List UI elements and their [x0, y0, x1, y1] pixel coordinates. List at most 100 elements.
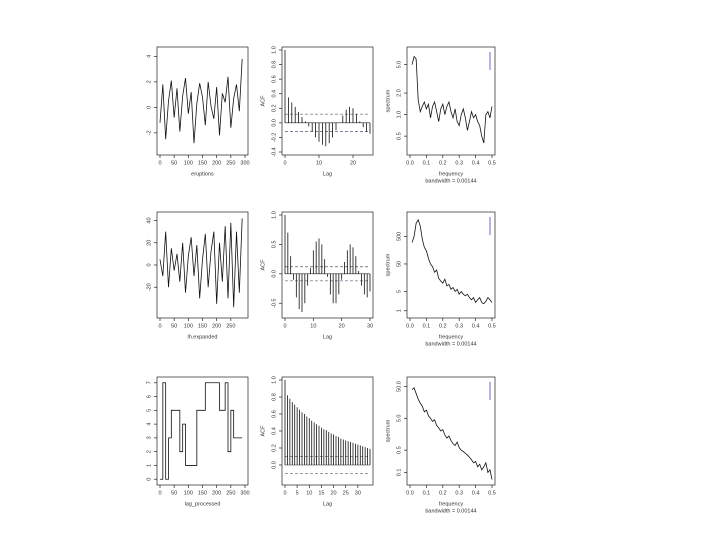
y-tick-label: -0.2: [271, 133, 277, 142]
x-tick-label: 0.4: [472, 160, 480, 166]
x-tick-label: 0: [283, 160, 286, 166]
x-tick-label: 0: [158, 490, 161, 496]
x-tick-label: 0.5: [488, 490, 496, 496]
x-tick-label: 50: [171, 160, 177, 166]
x-axis-label: lag_processed: [185, 501, 221, 507]
x-tick-label: 0.3: [455, 490, 463, 496]
plot-frame: [156, 211, 249, 319]
y-tick-label: 1.0: [271, 46, 277, 54]
y-tick-label: 3: [146, 436, 152, 439]
y-tick-label: -0.4: [271, 147, 277, 156]
y-tick-label: 1.0: [271, 376, 277, 384]
x-tick-label: 200: [212, 160, 221, 166]
y-tick-label: 0.2: [271, 104, 277, 112]
x-tick-label: 100: [184, 490, 193, 496]
y-tick-label: 0: [146, 106, 152, 109]
x-tick-label: 0: [283, 323, 286, 329]
x-tick-label: 0.4: [472, 323, 480, 329]
y-tick-label: 0.2: [271, 444, 277, 452]
y-tick-label: 0.8: [271, 393, 277, 401]
subtitle: bandwidth = 0.00144: [425, 341, 476, 347]
x-tick-label: 100: [184, 323, 193, 329]
y-tick-label: 50.0: [396, 381, 402, 392]
x-axis-label: Lag: [323, 334, 332, 340]
y-axis-label: ACF: [260, 259, 266, 271]
y-tick-label: 0: [146, 478, 152, 481]
x-tick-label: 0.2: [439, 490, 447, 496]
plot-frame: [281, 46, 374, 156]
y-tick-label: 0.5: [396, 132, 402, 140]
y-tick-label: 50: [396, 261, 402, 267]
y-tick-label: 1.0: [271, 211, 277, 219]
x-axis-label: frequency: [439, 334, 463, 340]
y-axis-label: spectrum: [385, 253, 391, 276]
x-tick-label: 0.4: [472, 490, 480, 496]
plot-frame: [281, 376, 374, 486]
y-tick-label: 20: [146, 240, 152, 246]
x-axis-label: frequency: [439, 171, 463, 177]
series-line: [159, 218, 243, 308]
y-axis-label: spectrum: [385, 89, 391, 112]
y-tick-label: 2: [146, 450, 152, 453]
x-tick-label: 0.0: [406, 160, 414, 166]
y-tick-label: 0.6: [271, 75, 277, 83]
x-tick-label: 20: [350, 160, 356, 166]
y-axis-label: ACF: [260, 95, 266, 107]
x-tick-label: 150: [198, 323, 207, 329]
y-tick-label: -20: [146, 283, 152, 291]
y-tick-label: 6: [146, 395, 152, 398]
y-tick-label: 2.0: [396, 89, 402, 97]
plot-frame: [406, 211, 496, 319]
y-tick-label: 0: [146, 263, 152, 266]
x-axis-label: lh.expanded: [188, 334, 218, 340]
x-tick-label: 0.3: [455, 160, 463, 166]
subtitle: bandwidth = 0.00144: [425, 178, 476, 184]
y-tick-label: 5.0: [396, 415, 402, 423]
y-tick-label: -0.5: [271, 298, 277, 307]
y-tick-label: 0.0: [271, 461, 277, 469]
x-tick-label: 0.1: [423, 160, 431, 166]
x-tick-label: 50: [171, 323, 177, 329]
x-axis-label: eruptions: [191, 171, 214, 177]
x-tick-label: 10: [310, 323, 316, 329]
y-tick-label: 5: [146, 409, 152, 412]
y-tick-label: 0.0: [271, 119, 277, 127]
x-tick-label: 0: [158, 160, 161, 166]
y-tick-label: 5: [396, 290, 402, 293]
series-line: [411, 218, 493, 305]
y-tick-label: 0.4: [271, 427, 277, 435]
x-tick-label: 15: [318, 490, 324, 496]
x-tick-label: 10: [306, 490, 312, 496]
x-tick-label: 0.0: [406, 490, 414, 496]
y-axis-label: spectrum: [385, 419, 391, 442]
series-line: [411, 387, 493, 480]
x-tick-label: 0.0: [406, 323, 414, 329]
y-tick-label: 4: [146, 55, 152, 58]
plot-frame: [281, 211, 374, 319]
y-axis-label: ACF: [260, 425, 266, 437]
y-tick-label: 1: [396, 309, 402, 312]
x-tick-label: 250: [226, 490, 235, 496]
y-tick-label: -2: [146, 130, 152, 135]
y-tick-label: 0.6: [271, 410, 277, 418]
x-tick-label: 300: [240, 160, 249, 166]
plot-frame: [156, 376, 249, 486]
x-tick-label: 0: [158, 323, 161, 329]
x-tick-label: 0.1: [423, 490, 431, 496]
x-axis-label: Lag: [323, 501, 332, 507]
subtitle: bandwidth = 0.00144: [425, 508, 476, 514]
y-tick-label: 7: [146, 381, 152, 384]
x-tick-label: 0.3: [455, 323, 463, 329]
x-tick-label: 5: [296, 490, 299, 496]
x-axis-label: frequency: [439, 501, 463, 507]
x-tick-label: 25: [343, 490, 349, 496]
series-line: [411, 55, 493, 144]
x-tick-label: 0.5: [488, 160, 496, 166]
x-tick-label: 150: [198, 160, 207, 166]
y-tick-label: 4: [146, 423, 152, 426]
x-tick-label: 10: [316, 160, 322, 166]
x-tick-label: 100: [184, 160, 193, 166]
x-tick-label: 0.2: [439, 323, 447, 329]
y-tick-label: 5.0: [396, 61, 402, 69]
x-tick-label: 20: [331, 490, 337, 496]
